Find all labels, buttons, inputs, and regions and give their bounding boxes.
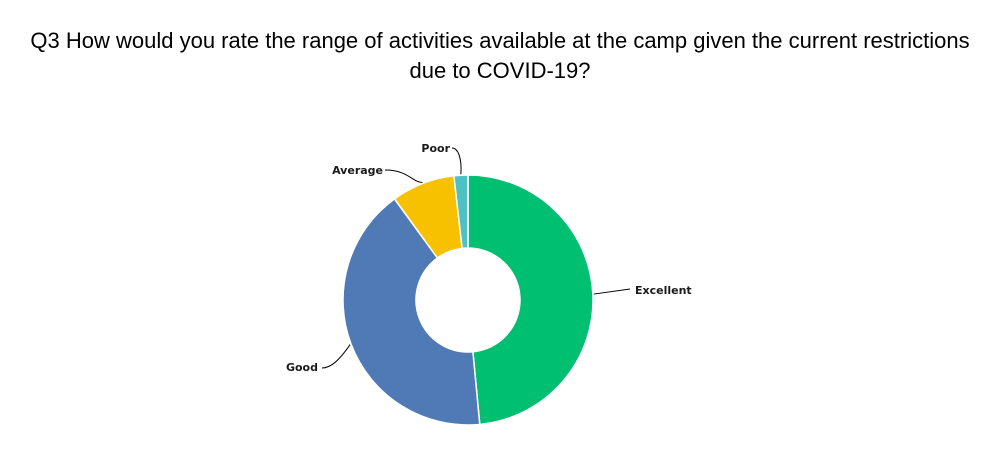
slice-label-good: Good [286,361,318,374]
slice-good [342,197,481,426]
slice-poor [453,174,469,250]
chart-title: Q3 How would you rate the range of activ… [30,28,970,83]
slice-labels: Excellent Good Average Poor [286,142,692,374]
slice-label-poor: Poor [421,142,450,155]
leader-line-poor [451,147,462,175]
slice-label-average: Average [332,164,383,177]
donut-slices [342,174,594,426]
slice-label-excellent: Excellent [635,284,692,297]
leader-line-average [384,169,423,184]
leader-line-excellent [593,288,631,295]
leader-line-good [321,344,351,369]
slice-excellent [467,174,594,426]
